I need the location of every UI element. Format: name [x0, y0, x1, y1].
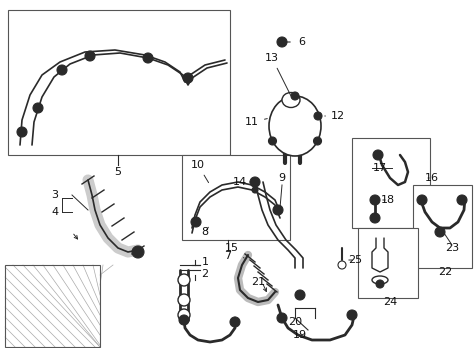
Circle shape — [370, 195, 380, 205]
Text: 7: 7 — [224, 251, 232, 261]
Circle shape — [57, 65, 67, 75]
Circle shape — [85, 51, 95, 61]
Text: 16: 16 — [425, 173, 439, 183]
Text: 1: 1 — [201, 257, 209, 267]
Circle shape — [179, 315, 189, 325]
Text: 18: 18 — [381, 195, 395, 205]
Circle shape — [132, 246, 144, 258]
Circle shape — [273, 205, 283, 215]
Text: 20: 20 — [288, 317, 302, 327]
Circle shape — [373, 150, 383, 160]
Text: 4: 4 — [52, 207, 59, 217]
Bar — [413, 185, 472, 268]
Circle shape — [291, 92, 299, 100]
Text: 2: 2 — [201, 269, 209, 279]
Circle shape — [178, 309, 190, 321]
Text: 11: 11 — [245, 117, 267, 127]
Text: 12: 12 — [325, 111, 345, 121]
Ellipse shape — [269, 96, 321, 156]
Circle shape — [435, 227, 445, 237]
Bar — [352, 138, 430, 228]
Text: 3: 3 — [52, 190, 58, 200]
Circle shape — [33, 103, 43, 113]
Circle shape — [277, 313, 287, 323]
Text: 24: 24 — [383, 297, 397, 307]
Text: 10: 10 — [191, 160, 209, 183]
Text: 6: 6 — [299, 37, 306, 47]
Bar — [8, 10, 230, 155]
Circle shape — [268, 137, 276, 145]
Text: 13: 13 — [265, 53, 291, 95]
Circle shape — [277, 37, 287, 47]
Circle shape — [250, 177, 260, 187]
Text: 22: 22 — [438, 267, 452, 277]
Circle shape — [417, 195, 427, 205]
Circle shape — [338, 261, 346, 269]
Circle shape — [457, 195, 467, 205]
Bar — [182, 155, 290, 240]
Text: 15: 15 — [225, 243, 244, 258]
Text: 23: 23 — [445, 243, 459, 253]
Circle shape — [230, 317, 240, 327]
Circle shape — [295, 290, 305, 300]
Ellipse shape — [372, 276, 388, 284]
Text: 17: 17 — [373, 163, 387, 173]
Circle shape — [252, 187, 258, 193]
Text: 8: 8 — [201, 227, 209, 237]
Circle shape — [183, 73, 193, 83]
Circle shape — [370, 213, 380, 223]
Bar — [5, 265, 100, 347]
Circle shape — [191, 217, 201, 227]
Circle shape — [178, 294, 190, 306]
Circle shape — [17, 127, 27, 137]
Text: 25: 25 — [348, 255, 362, 265]
Text: 9: 9 — [278, 173, 285, 183]
Text: 14: 14 — [233, 177, 252, 187]
Bar — [5, 265, 100, 347]
Text: 19: 19 — [293, 330, 307, 340]
Circle shape — [178, 274, 190, 286]
Text: 21: 21 — [251, 277, 265, 287]
Ellipse shape — [282, 93, 300, 108]
Circle shape — [314, 112, 322, 120]
Bar — [358, 228, 418, 298]
Text: 5: 5 — [115, 167, 121, 177]
Circle shape — [376, 280, 384, 288]
Circle shape — [313, 137, 321, 145]
Circle shape — [347, 310, 357, 320]
Circle shape — [143, 53, 153, 63]
